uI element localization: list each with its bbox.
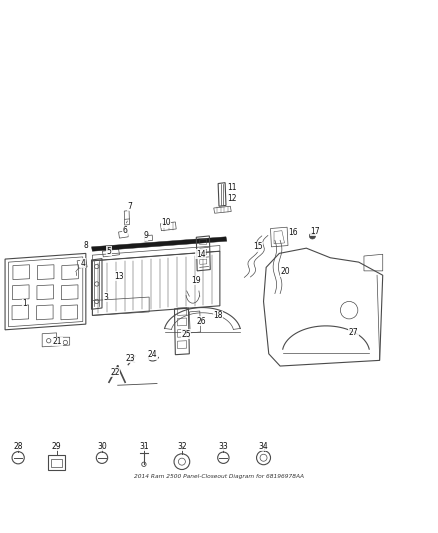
Text: 9: 9: [143, 231, 148, 240]
Text: 2014 Ram 2500 Panel-Closeout Diagram for 68196978AA: 2014 Ram 2500 Panel-Closeout Diagram for…: [134, 474, 304, 479]
Text: 24: 24: [148, 350, 157, 359]
Bar: [51, 458, 62, 467]
Text: 17: 17: [310, 227, 320, 236]
Text: 20: 20: [281, 267, 290, 276]
Text: 30: 30: [97, 442, 107, 451]
Polygon shape: [92, 237, 227, 251]
Text: 4: 4: [80, 259, 85, 268]
Text: 18: 18: [213, 311, 223, 320]
Text: 22: 22: [110, 368, 120, 377]
Text: 13: 13: [114, 272, 124, 280]
Text: 14: 14: [196, 250, 205, 259]
Text: 5: 5: [106, 247, 111, 256]
Text: 1: 1: [22, 299, 27, 308]
Text: 26: 26: [197, 317, 206, 326]
Text: 19: 19: [191, 276, 201, 285]
Text: 32: 32: [177, 442, 187, 451]
Text: 15: 15: [254, 243, 263, 252]
Text: 21: 21: [53, 337, 62, 346]
Text: 28: 28: [14, 442, 23, 451]
Text: 12: 12: [227, 195, 237, 203]
Text: 8: 8: [84, 241, 88, 250]
Text: 3: 3: [103, 293, 108, 302]
Text: 16: 16: [288, 228, 298, 237]
Text: 34: 34: [259, 442, 268, 451]
Text: 29: 29: [52, 442, 61, 451]
Text: 23: 23: [126, 354, 136, 362]
Circle shape: [309, 233, 315, 239]
Text: 11: 11: [227, 182, 237, 191]
Text: 33: 33: [219, 442, 228, 451]
Text: 10: 10: [161, 219, 170, 228]
Text: 31: 31: [139, 442, 149, 451]
Text: 27: 27: [349, 328, 358, 337]
Text: 25: 25: [181, 330, 191, 338]
Text: 7: 7: [127, 202, 132, 211]
Text: 6: 6: [123, 226, 127, 235]
Bar: [48, 455, 65, 471]
